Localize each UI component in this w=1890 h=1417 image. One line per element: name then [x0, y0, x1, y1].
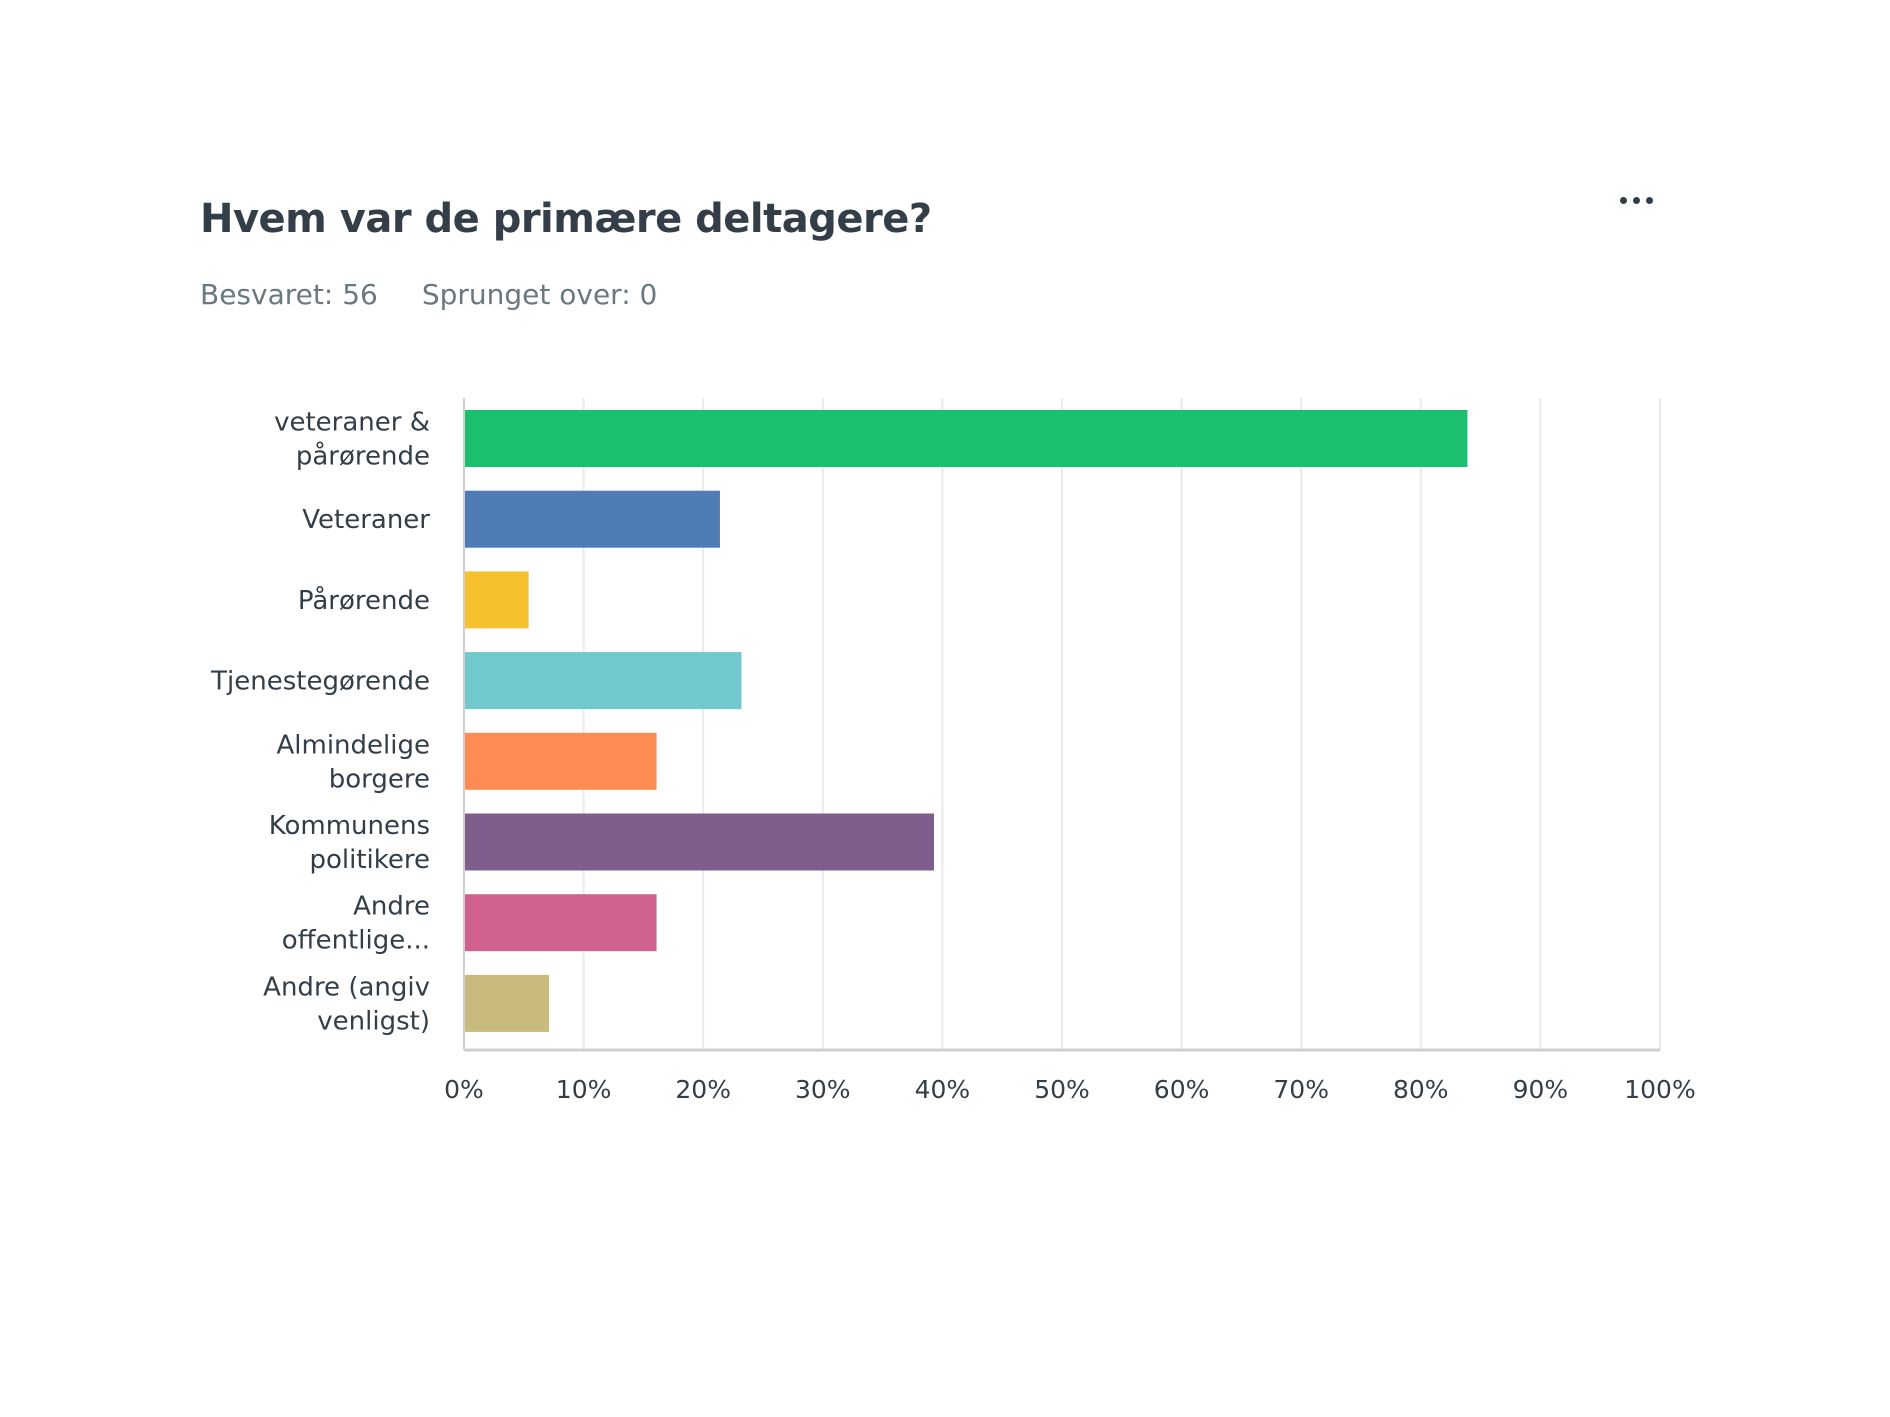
x-tick-label: 10% [556, 1075, 612, 1104]
bar [465, 974, 549, 1032]
x-tick-label: 30% [795, 1075, 851, 1104]
response-stats: Besvaret: 56 Sprunget over: 0 [200, 278, 657, 311]
bar [465, 571, 529, 629]
bar [465, 732, 657, 790]
x-tick-label: 40% [915, 1075, 971, 1104]
more-horizontal-icon [1617, 196, 1656, 204]
answered-count: Besvaret: 56 [200, 278, 378, 311]
category-label: Tjenestegørende [210, 667, 430, 697]
x-tick-label: 20% [675, 1075, 731, 1104]
bar [465, 490, 720, 548]
x-tick-label: 60% [1154, 1075, 1210, 1104]
x-tick-label: 90% [1513, 1075, 1569, 1104]
category-label: Andre offentlige... [282, 892, 430, 956]
x-tick-label: 0% [444, 1075, 484, 1104]
x-tick-label: 70% [1273, 1075, 1329, 1104]
category-label: veteraner & pårørende [274, 408, 430, 472]
x-tick-label: 50% [1034, 1075, 1090, 1104]
category-label: Andre (angiv venligst) [263, 972, 430, 1036]
bar [465, 410, 1468, 467]
category-label: Pårørende [298, 585, 430, 616]
x-tick-label: 100% [1624, 1075, 1695, 1104]
question-title: Hvem var de primære deltagere? [200, 196, 932, 242]
x-tick-label: 80% [1393, 1075, 1449, 1104]
category-label: Almindelige borgere [277, 730, 431, 794]
more-options-button[interactable] [1612, 176, 1660, 224]
category-label: Veteraner [302, 505, 430, 535]
bar [465, 652, 742, 710]
skipped-count: Sprunget over: 0 [421, 278, 658, 311]
bar [465, 894, 657, 952]
category-label: Kommunens politikere [269, 811, 430, 875]
bar [465, 813, 935, 871]
